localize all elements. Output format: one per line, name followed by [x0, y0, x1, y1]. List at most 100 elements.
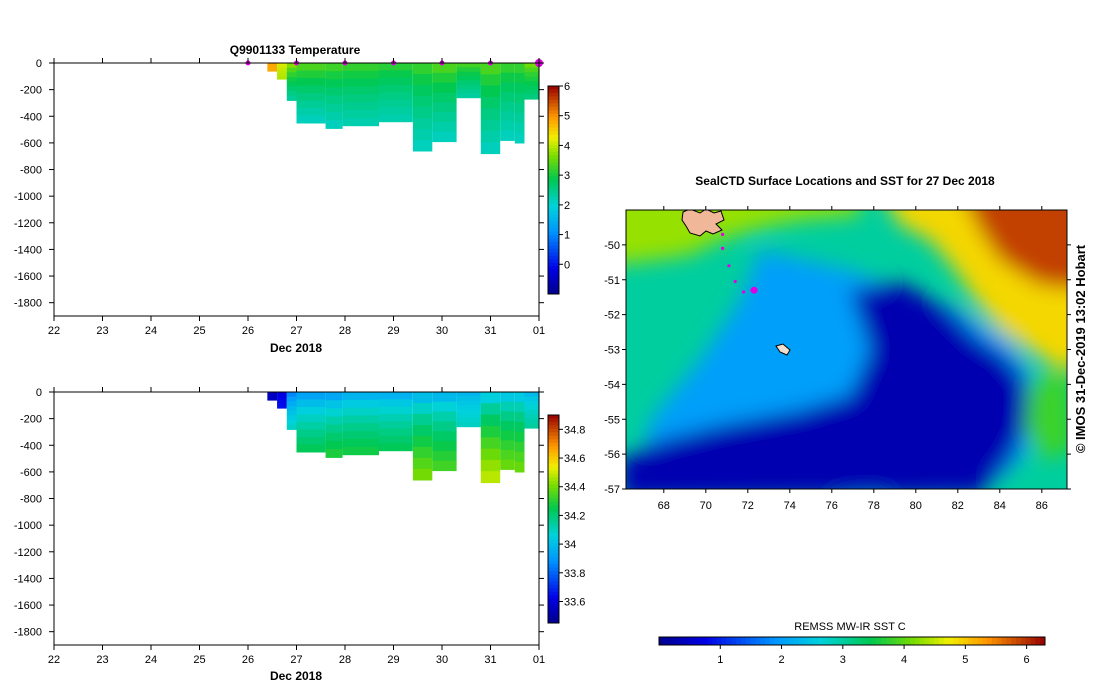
- p1-colorbar-step: [548, 165, 559, 170]
- p1-colorbar-step: [548, 127, 559, 132]
- p2-profile-cell: [342, 415, 379, 424]
- sst-colorbar-step: [861, 637, 867, 645]
- p2-colorbar-step: [548, 480, 559, 485]
- p1-profile-cell: [378, 114, 413, 123]
- salinity-section-plot: [267, 392, 539, 484]
- p1-x-tick-label: 25: [193, 325, 205, 337]
- temperature-section-panel: Q9901133 Temperature 0 -200 -400 -600 -800 -1…: [14, 43, 570, 355]
- p1-profile-cell: [286, 67, 297, 73]
- p1-colorbar-step: [548, 151, 559, 156]
- p2-profile-cell: [524, 419, 539, 425]
- p2-profile-cell: [286, 415, 297, 421]
- p1-profile-cell: [524, 90, 539, 96]
- p2-profile-cell: [456, 422, 481, 428]
- lat-tick-label: -57: [604, 484, 620, 496]
- p2-profile-cell: [500, 421, 515, 432]
- p2-profile-cell: [342, 423, 379, 432]
- p1-colorbar-step: [548, 207, 559, 212]
- p2-profile-cell: [432, 401, 457, 413]
- p1-profile-cell: [432, 102, 457, 113]
- p2-profile-cell: [342, 407, 379, 416]
- sst-colorbar-step: [716, 637, 723, 645]
- p2-profile-cell: [325, 416, 343, 426]
- p1-profile-cell: [514, 93, 525, 104]
- sst-colorbar-step: [943, 637, 949, 645]
- sst-colorbar-step: [958, 637, 964, 645]
- p1-colorbar-step: [548, 255, 559, 260]
- p1-profile-cell: [277, 65, 287, 68]
- sst-colorbar-step: [871, 637, 877, 645]
- sst-colorbar-label: 2: [778, 654, 784, 666]
- p1-x-tick-label: 22: [48, 325, 60, 337]
- sst-colorbar-step: [837, 637, 843, 645]
- p1-profile-cell: [456, 84, 481, 90]
- sst-colorbar-step: [779, 637, 785, 645]
- p1-colorbar-step: [548, 217, 559, 222]
- p2-profile-cell: [524, 410, 539, 416]
- sst-colorbar-step: [914, 637, 920, 645]
- p1-profile-cell: [500, 72, 515, 83]
- p1-colorbar-step: [548, 155, 559, 160]
- p2-y-tick-label: 0: [36, 387, 42, 399]
- sst-colorbar-step: [929, 637, 935, 645]
- seal-track-point: [721, 232, 725, 236]
- p1-colorbar-step: [548, 248, 559, 253]
- p2-profile-cell: [342, 438, 379, 448]
- p1-colorbar-label: 5: [564, 111, 570, 123]
- p1-colorbar-step: [548, 106, 559, 111]
- p2-colorbar-step: [548, 446, 559, 451]
- p1-colorbar-step: [548, 131, 559, 136]
- p1-profile-cell: [514, 132, 525, 144]
- p2-colorbar-label: 33.6: [564, 596, 585, 608]
- sst-colorbar-label: 6: [1024, 654, 1030, 666]
- p1-profile-cell: [412, 128, 433, 141]
- p2-profile-cell: [342, 399, 379, 409]
- p1-profile-cell: [500, 111, 515, 122]
- p2-profile-cell: [514, 412, 525, 423]
- seal-track: [721, 232, 758, 294]
- sst-colorbar-step: [982, 637, 988, 645]
- p1-colorbar-step: [548, 203, 559, 208]
- p2-profile-cell: [524, 423, 539, 429]
- sst-map-panel: SealCTD Surface Locations and SST for 27…: [604, 174, 1071, 666]
- land-kerguelen: [681, 210, 725, 237]
- temperature-y-axis: 0 -200 -400 -600 -800 -1000 -1200 -1400 -1600 -18…: [14, 58, 544, 310]
- p1-profile-cell: [286, 77, 297, 83]
- p2-profile-cell: [480, 426, 501, 438]
- p2-colorbar-step: [548, 550, 559, 555]
- p1-profile-cell: [378, 70, 413, 79]
- p2-colorbar-step: [548, 494, 559, 499]
- p1-colorbar-step: [548, 276, 559, 281]
- p1-profile-cell: [277, 75, 287, 78]
- p2-colorbar-step: [548, 609, 559, 614]
- p2-profile-cell: [514, 431, 525, 443]
- p2-colorbar-step: [548, 498, 559, 503]
- p2-profile-cell: [432, 392, 457, 403]
- p1-y-tick-label: -800: [20, 165, 42, 177]
- lat-tick-label: -54: [604, 379, 620, 391]
- p2-profile-cell: [514, 402, 525, 413]
- p1-profile-cell: [432, 63, 457, 74]
- p2-colorbar-step: [548, 602, 559, 607]
- p2-x-tick-label: 31: [484, 654, 496, 666]
- sst-colorbar-step: [895, 637, 901, 645]
- p2-colorbar-step: [548, 515, 559, 520]
- p1-profile-cell: [412, 96, 433, 108]
- sst-colorbar-label: 4: [901, 654, 907, 666]
- p1-y-tick-label: 0: [36, 58, 42, 70]
- p1-profile-cell: [325, 120, 343, 129]
- sst-colorbar-step: [885, 637, 892, 645]
- p2-profile-cell: [456, 418, 481, 423]
- p2-profile-cell: [277, 406, 287, 409]
- p1-colorbar-step: [548, 110, 559, 115]
- p1-profile-cell: [296, 107, 326, 116]
- p1-colorbar-step: [548, 231, 559, 236]
- p1-colorbar-step: [548, 124, 559, 129]
- p1-profile-cell: [480, 63, 501, 75]
- sst-colorbar-step: [678, 637, 684, 645]
- p1-colorbar-step: [548, 290, 559, 295]
- lon-tick-label: 86: [1036, 500, 1048, 512]
- p2-colorbar-step: [548, 605, 559, 610]
- sst-colorbar-step: [741, 637, 747, 645]
- p2-colorbar-step: [548, 456, 559, 461]
